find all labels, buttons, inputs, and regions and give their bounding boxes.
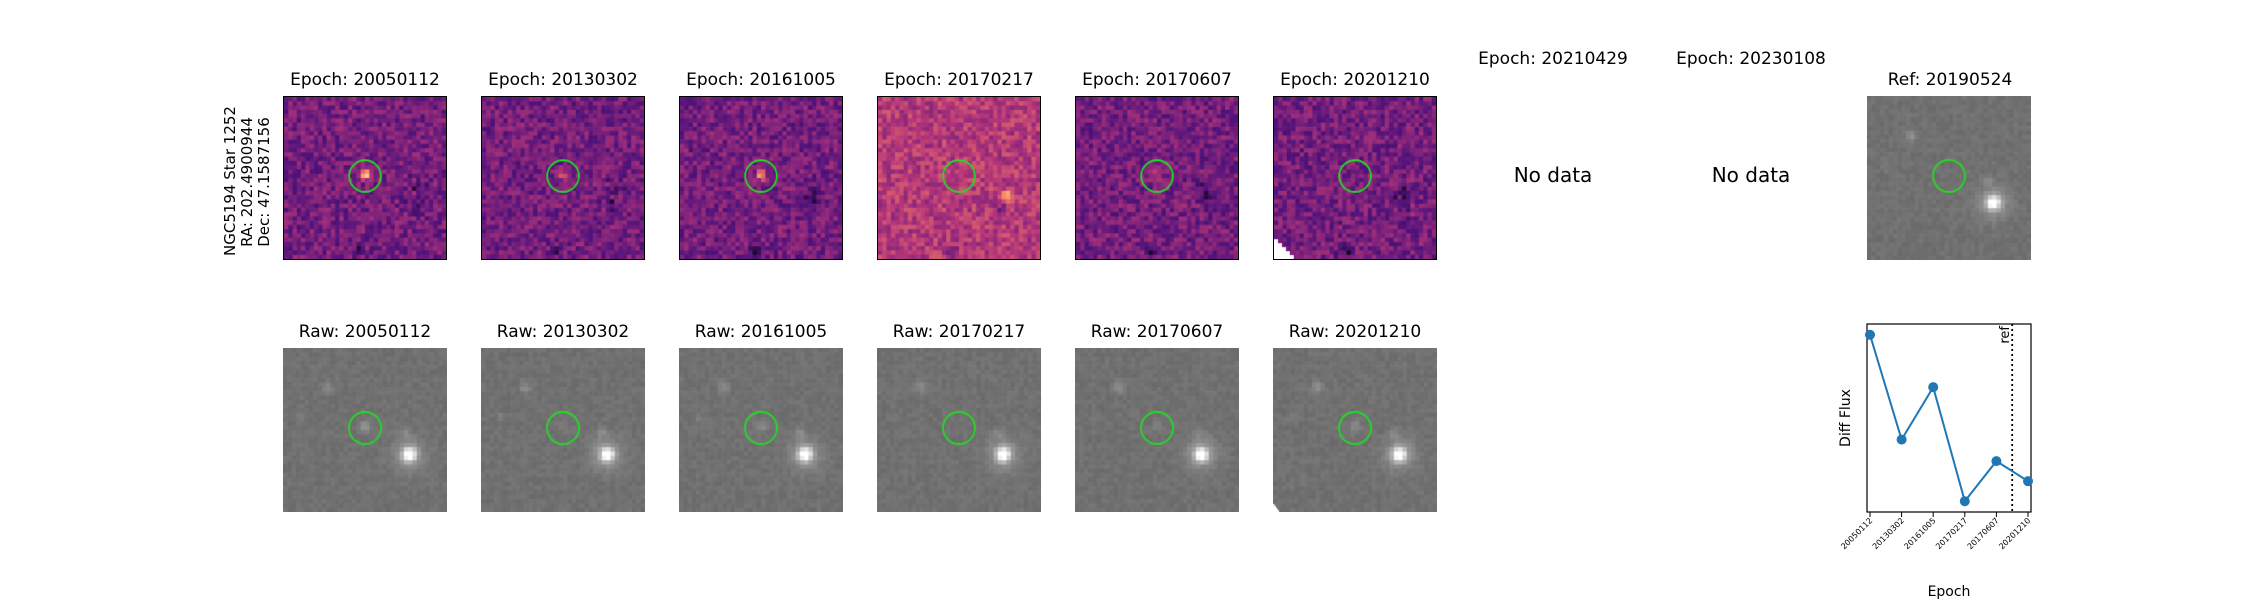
x-tick-label-20161005: 20161005 [1902, 516, 1937, 551]
diff-image-2 [481, 96, 645, 260]
diff-image-1 [283, 96, 447, 260]
raw-image-6 [1273, 348, 1437, 512]
raw-title-3: Raw: 20161005 [694, 322, 828, 342]
diff-title-5: Epoch: 20170607 [1082, 70, 1232, 90]
x-axis-label: Epoch [1928, 584, 1971, 600]
diff-image-4 [877, 96, 1041, 260]
data-point-20161005 [1928, 382, 1939, 393]
x-tick-label-20201210: 20201210 [1997, 516, 2032, 551]
diff-title-7: Epoch: 20210429 [1478, 49, 1628, 69]
series-line [1869, 334, 2029, 504]
x-tick-label-20170607: 20170607 [1966, 516, 2001, 551]
data-point-20130302 [1896, 434, 1907, 445]
diff-title-2: Epoch: 20130302 [488, 70, 638, 90]
diff-image-5 [1075, 96, 1239, 260]
raw-image-1 [283, 348, 447, 512]
x-tick-label-20170217: 20170217 [1934, 516, 1969, 551]
target-name: NGC5194 Star 1252 [221, 106, 239, 256]
target-ra: RA: 202.4900944 [238, 117, 256, 247]
raw-image-5 [1075, 348, 1239, 512]
y-axis-label: Diff Flux [1838, 389, 1854, 447]
raw-title-2: Raw: 20130302 [496, 322, 630, 342]
data-point-20201210 [2023, 476, 2033, 487]
chart-frame [1866, 323, 2032, 513]
raw-title-4: Raw: 20170217 [892, 322, 1026, 342]
ref-title: Ref: 20190524 [1887, 70, 2013, 90]
raw-title-6: Raw: 20201210 [1288, 322, 1422, 342]
raw-title-1: Raw: 20050112 [298, 322, 432, 342]
reference-line-label: ref [1998, 326, 2013, 344]
x-tick-label-20130302: 20130302 [1871, 516, 1906, 551]
diff-title-4: Epoch: 20170217 [884, 70, 1034, 90]
data-point-20050112 [1865, 329, 1875, 340]
data-point-20170607 [1991, 456, 2002, 467]
data-point-20170217 [1959, 496, 1970, 507]
diff-title-1: Epoch: 20050112 [290, 70, 440, 90]
raw-title-5: Raw: 20170607 [1090, 322, 1224, 342]
x-tick-label-20050112: 20050112 [1839, 516, 1874, 551]
no-data-8: No data [1711, 163, 1791, 187]
diff-title-6: Epoch: 20201210 [1280, 70, 1430, 90]
diff-image-3 [679, 96, 843, 260]
diff-title-3: Epoch: 20161005 [686, 70, 836, 90]
no-data-7: No data [1513, 163, 1593, 187]
raw-image-2 [481, 348, 645, 512]
diff-image-6 [1273, 96, 1437, 260]
raw-image-3 [679, 348, 843, 512]
diff-title-8: Epoch: 20230108 [1676, 49, 1826, 69]
target-dec: Dec: 47.1587156 [255, 117, 273, 247]
raw-image-4 [877, 348, 1041, 512]
ref-image [1867, 96, 2031, 260]
